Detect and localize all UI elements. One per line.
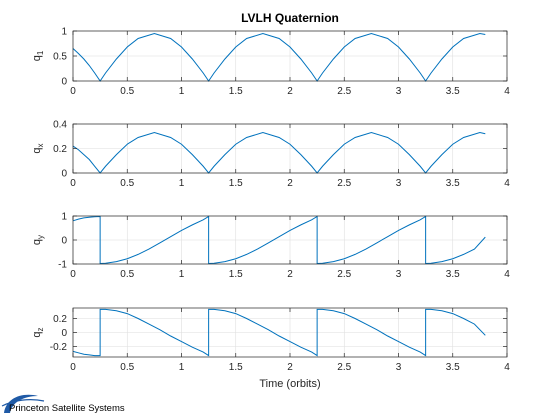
y-tick-label: 0 (61, 236, 67, 247)
series-line (72, 32, 486, 82)
x-tick-label: 3.5 (446, 86, 460, 97)
y-tick-label: 1 (61, 212, 67, 223)
y-tick-label: 0.2 (53, 314, 67, 325)
x-tick-label: 0.5 (120, 178, 134, 189)
x-tick-label: 2.5 (337, 269, 351, 280)
y-axis-label-subscript: x (36, 143, 45, 147)
x-tick-label: 3 (396, 86, 402, 97)
x-tick-label: 2 (287, 178, 293, 189)
x-tick-label: 2.5 (337, 362, 351, 373)
y-axis-label: qy (31, 235, 45, 245)
y-axis-label-subscript: y (36, 235, 45, 239)
x-tick-label: 2 (287, 269, 293, 280)
x-tick-label: 0.5 (120, 86, 134, 97)
y-tick-label: -1 (58, 260, 67, 271)
x-tick-label: 4 (504, 269, 510, 280)
series-line (72, 132, 486, 174)
y-tick-label: 0 (61, 328, 67, 339)
y-tick-label: -0.2 (50, 342, 68, 353)
y-tick-label: 0.5 (53, 52, 67, 63)
subplot-2: 0 0.5 1 1.5 2 2.5 3 3.5 4 0 0.2 0.4 qx (31, 120, 510, 190)
y-tick-label: 0 (61, 77, 67, 88)
x-tick-label: 0.5 (120, 269, 134, 280)
x-tick-label: 2.5 (337, 178, 351, 189)
x-tick-label: 4 (504, 86, 510, 97)
x-tick-label: 2.5 (337, 86, 351, 97)
series-line (72, 308, 486, 357)
x-tick-label: 1 (179, 362, 185, 373)
x-tick-label: 0 (70, 362, 76, 373)
logo-text: Princeton Satellite Systems (9, 403, 125, 414)
y-axis-label-base: q (31, 147, 43, 153)
logo-orbit-icon (1, 399, 45, 407)
x-tick-label: 0 (70, 178, 76, 189)
y-axis-label-base: q (31, 331, 43, 337)
x-tick-label: 1.5 (229, 178, 243, 189)
x-tick-label: 2 (287, 86, 293, 97)
series-line (72, 215, 486, 265)
x-tick-label: 4 (504, 362, 510, 373)
x-tick-label: 2 (287, 362, 293, 373)
y-axis-label: qx (31, 143, 45, 153)
y-axis-label-base: q (31, 55, 43, 61)
x-tick-label: 1 (179, 86, 185, 97)
x-tick-label: 1.5 (229, 362, 243, 373)
x-tick-label: 1 (179, 178, 185, 189)
y-axis-label-subscript: 1 (36, 50, 45, 55)
company-logo: Princeton Satellite Systems (1, 394, 125, 414)
y-axis-label: q1 (31, 50, 45, 61)
x-tick-label: 1.5 (229, 86, 243, 97)
y-axis-label: qz (31, 327, 45, 337)
x-tick-label: 3.5 (446, 178, 460, 189)
x-tick-label: 0.5 (120, 362, 134, 373)
y-tick-label: 1 (61, 27, 67, 38)
x-tick-label: 1 (179, 269, 185, 280)
y-tick-label: 0 (61, 169, 67, 180)
logo-swoosh-icon (4, 394, 38, 413)
x-tick-label: 0 (70, 86, 76, 97)
x-tick-label: 1.5 (229, 269, 243, 280)
x-tick-label: 3.5 (446, 362, 460, 373)
subplot-4: 0 0.5 1 1.5 2 2.5 3 3.5 4-0.200.2qz (31, 307, 510, 373)
x-tick-label: 3.5 (446, 269, 460, 280)
x-tick-label: 4 (504, 178, 510, 189)
chart-title: LVLH Quaternion (241, 11, 339, 25)
x-tick-label: 3 (396, 362, 402, 373)
y-tick-label: 0.4 (53, 120, 67, 131)
y-tick-label: 0.2 (53, 144, 67, 155)
x-tick-label: 3 (396, 178, 402, 189)
y-axis-label-base: q (31, 239, 43, 245)
x-axis-label: Time (orbits) (259, 378, 320, 390)
y-axis-label-subscript: z (36, 327, 45, 331)
x-tick-label: 0 (70, 269, 76, 280)
x-tick-label: 3 (396, 269, 402, 280)
